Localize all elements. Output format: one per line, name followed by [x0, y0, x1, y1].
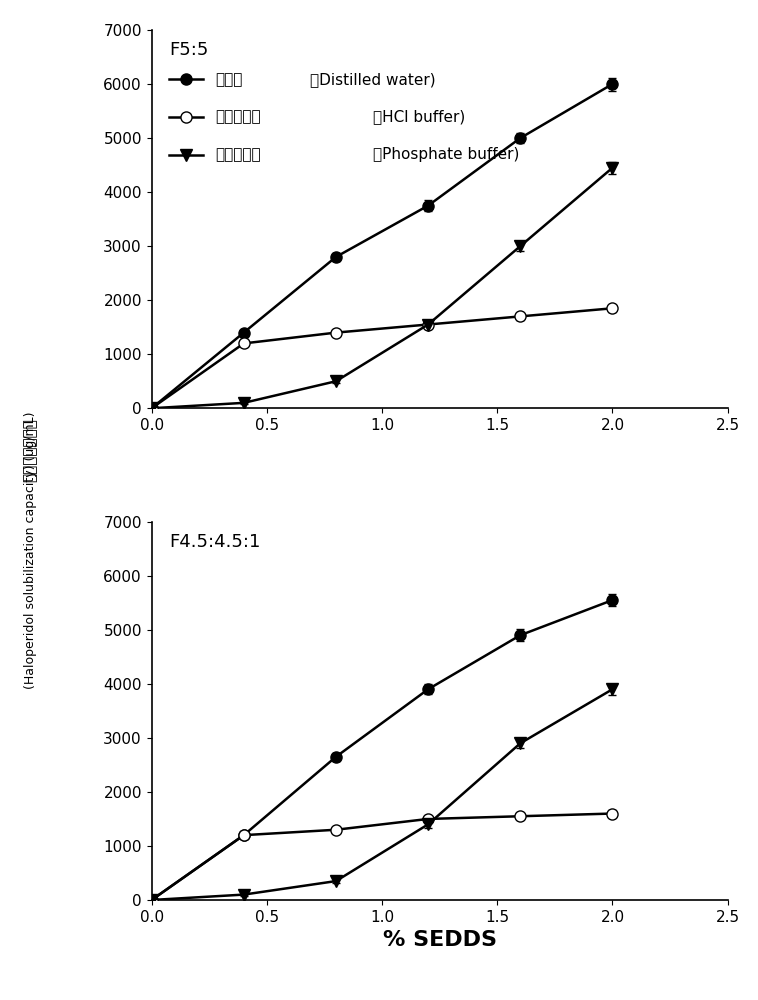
Text: F4.5:4.5:1: F4.5:4.5:1 — [169, 533, 260, 551]
Text: （Phosphate buffer): （Phosphate buffer) — [374, 147, 520, 162]
Text: 蔭馏水: 蔭馏水 — [215, 72, 243, 87]
Text: （HCl buffer): （HCl buffer) — [374, 109, 465, 124]
X-axis label: % SEDDS: % SEDDS — [383, 930, 496, 950]
Text: 氯哈嗹醇溶解度: 氯哈嗹醇溶解度 — [23, 418, 38, 482]
Text: F5:5: F5:5 — [169, 41, 208, 59]
Text: （Distilled water): （Distilled water) — [310, 72, 436, 87]
Text: 盐酸缓冲液: 盐酸缓冲液 — [215, 109, 261, 124]
Text: 磷酸缓冲液: 磷酸缓冲液 — [215, 147, 261, 162]
Text: (Haloperidol solubilization capacity) (ug/mL): (Haloperidol solubilization capacity) (u… — [23, 411, 37, 689]
